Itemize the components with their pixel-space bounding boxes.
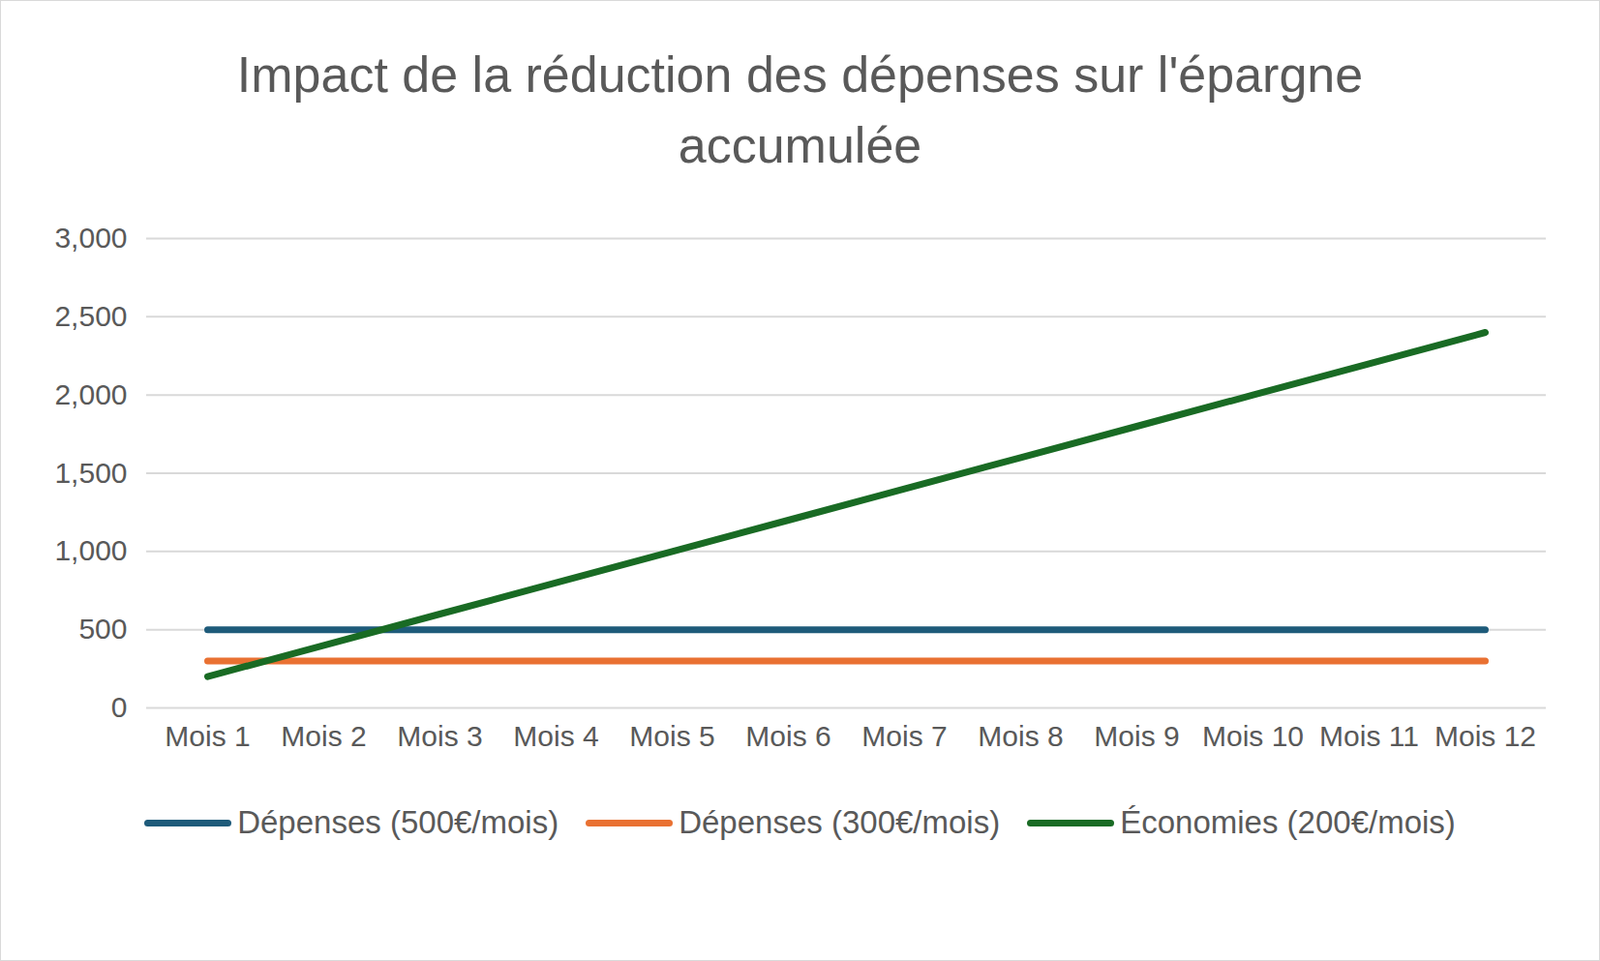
svg-text:Mois 10: Mois 10: [1202, 720, 1304, 753]
svg-text:Mois 1: Mois 1: [164, 720, 250, 753]
svg-text:2,000: 2,000: [54, 378, 127, 411]
svg-text:Mois 12: Mois 12: [1434, 720, 1537, 753]
svg-text:Mois 7: Mois 7: [861, 720, 947, 753]
svg-text:3,000: 3,000: [54, 221, 127, 254]
svg-text:Mois 11: Mois 11: [1319, 720, 1419, 753]
html-text:Économies (200€/mois): Économies (200€/mois): [1120, 804, 1456, 841]
svg-text:1,000: 1,000: [54, 534, 127, 567]
svg-text:Mois 5: Mois 5: [629, 720, 715, 753]
svg-text:Mois 9: Mois 9: [1093, 720, 1179, 753]
svg-text:Mois 3: Mois 3: [396, 720, 483, 753]
svg-text:Mois 8: Mois 8: [977, 720, 1063, 753]
svg-text:2,500: 2,500: [54, 300, 127, 333]
svg-text:Mois 4: Mois 4: [513, 720, 599, 753]
html-text:Dépenses (500€/mois): Dépenses (500€/mois): [237, 804, 559, 841]
svg-text:Mois 2: Mois 2: [280, 720, 366, 753]
html-text:Impact de la réduction des dép: Impact de la réduction des dépenses sur …: [236, 46, 1364, 174]
html-text:Dépenses (300€/mois): Dépenses (300€/mois): [678, 804, 1001, 841]
svg-text:Mois 6: Mois 6: [745, 720, 831, 753]
svg-text:500: 500: [78, 612, 127, 645]
svg-text:0: 0: [111, 691, 128, 724]
svg-text:1,500: 1,500: [54, 456, 127, 489]
